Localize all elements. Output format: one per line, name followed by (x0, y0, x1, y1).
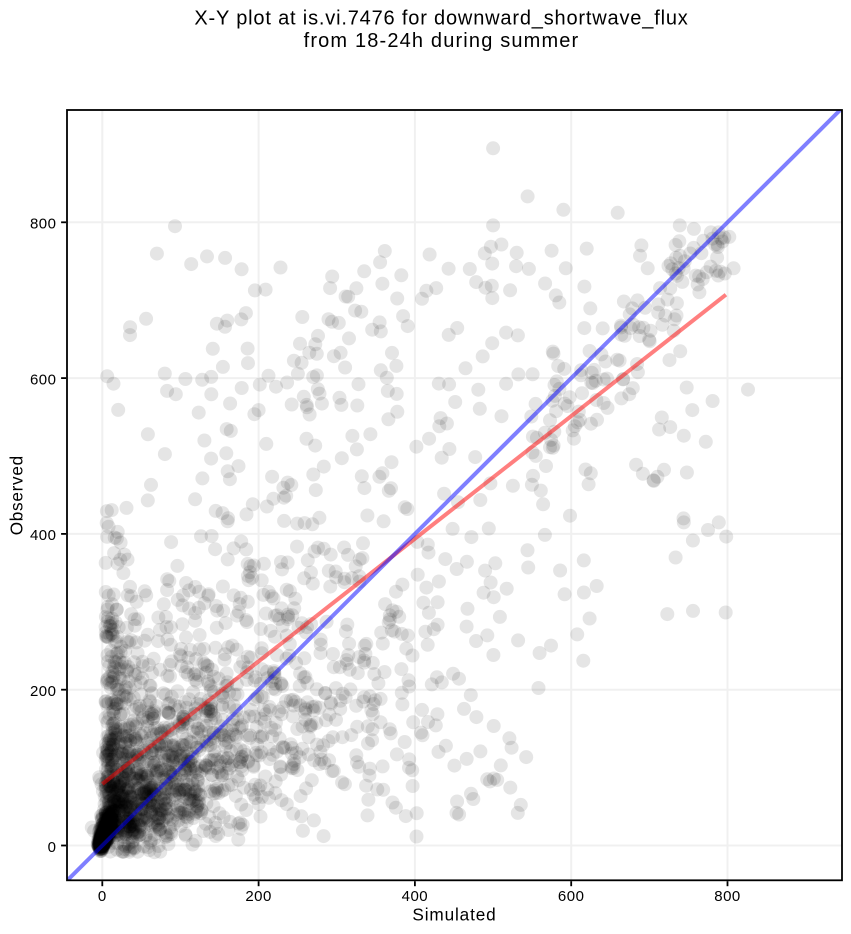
svg-text:from 18-24h during summer: from 18-24h during summer (304, 30, 580, 52)
svg-text:Simulated: Simulated (412, 905, 496, 925)
svg-text:200: 200 (30, 683, 57, 700)
svg-text:800: 800 (714, 888, 741, 905)
svg-text:Observed: Observed (7, 455, 27, 535)
svg-text:200: 200 (245, 888, 272, 905)
svg-text:X-Y plot at is.vi.7476 for dow: X-Y plot at is.vi.7476 for downward_shor… (194, 8, 688, 30)
svg-text:400: 400 (402, 888, 429, 905)
svg-text:600: 600 (30, 371, 57, 388)
svg-text:600: 600 (558, 888, 585, 905)
svg-text:400: 400 (30, 527, 57, 544)
svg-text:800: 800 (30, 216, 57, 233)
svg-text:0: 0 (48, 839, 57, 856)
svg-text:0: 0 (98, 888, 107, 905)
